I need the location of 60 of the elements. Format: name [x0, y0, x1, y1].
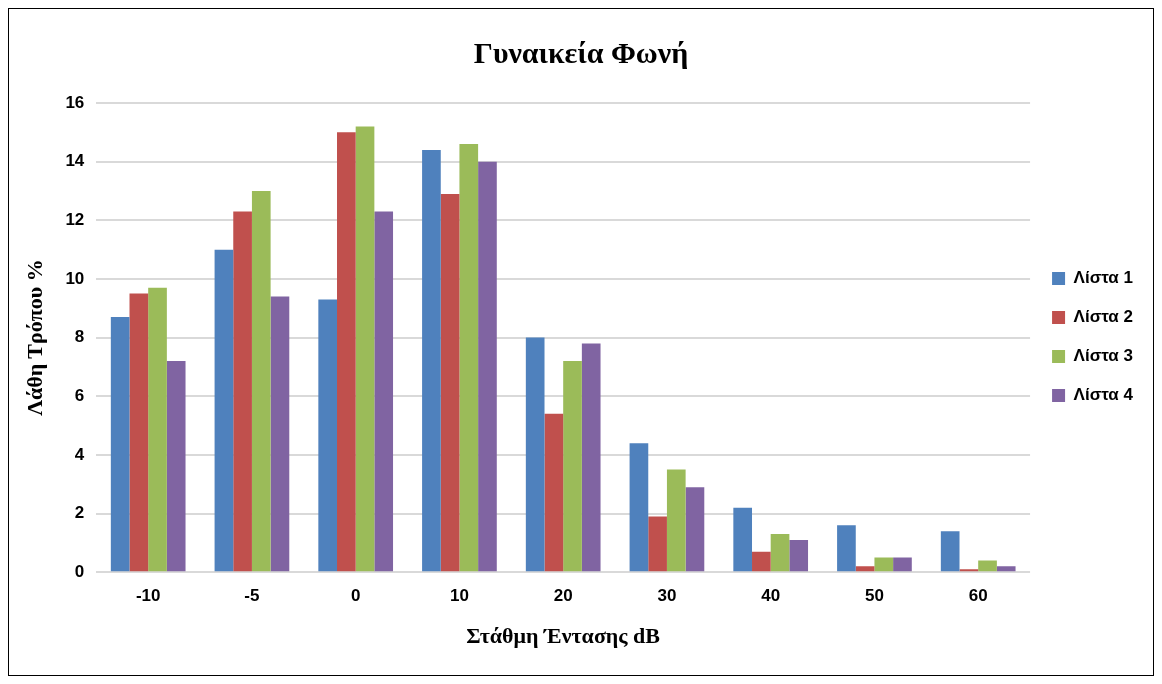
bar	[544, 413, 564, 572]
bar	[318, 299, 338, 572]
bar	[525, 337, 545, 572]
bar	[440, 193, 460, 572]
bar	[581, 343, 601, 572]
bar	[233, 211, 252, 572]
legend-label: Λίστα 3	[1073, 346, 1133, 366]
x-tick-label: 60	[968, 586, 988, 606]
bar	[855, 566, 875, 572]
bar	[752, 551, 771, 572]
bar	[129, 293, 149, 572]
y-tick-label: 10	[65, 268, 85, 288]
bar	[996, 566, 1016, 572]
bar	[648, 516, 667, 572]
bar	[629, 443, 649, 572]
bar	[874, 557, 894, 572]
x-axis-title: Στάθμη Έντασης dB	[466, 623, 661, 649]
bar	[422, 149, 441, 572]
y-tick-label: 14	[65, 151, 85, 171]
y-tick-label: 6	[74, 385, 85, 405]
bar	[355, 126, 375, 572]
x-tick-label: 30	[657, 586, 677, 606]
x-tick-label: -5	[244, 586, 260, 606]
x-tick-label: 10	[449, 586, 469, 606]
legend-label: Λίστα 2	[1073, 307, 1133, 327]
bar	[337, 132, 356, 572]
bar	[110, 317, 130, 572]
x-tick-label: 50	[864, 586, 884, 606]
chart-title: Γυναικεία Φωνή	[473, 35, 689, 69]
y-tick-label: 0	[74, 561, 85, 581]
x-tick-label: 0	[350, 586, 361, 606]
bar	[251, 190, 271, 572]
bar	[166, 361, 186, 572]
bar	[270, 296, 290, 572]
bar	[666, 469, 686, 572]
bar	[374, 211, 394, 572]
bar	[893, 557, 912, 572]
legend-label: Λίστα 4	[1073, 385, 1134, 405]
bar	[733, 507, 753, 572]
y-tick-label: 2	[74, 503, 85, 523]
x-tick-label: -10	[135, 586, 161, 606]
x-tick-label: 20	[553, 586, 573, 606]
bar	[789, 539, 809, 572]
bar	[478, 161, 497, 572]
bar	[770, 534, 790, 572]
y-tick-label: 12	[65, 209, 85, 229]
bar	[563, 361, 582, 572]
bar	[978, 560, 997, 572]
y-tick-label: 8	[74, 327, 85, 347]
bar	[214, 249, 234, 572]
bar	[148, 287, 167, 572]
bar	[685, 487, 705, 572]
y-tick-label: 4	[74, 444, 85, 464]
bar	[837, 525, 856, 572]
legend-label: Λίστα 1	[1073, 268, 1133, 288]
x-tick-label: 40	[761, 586, 781, 606]
bar	[459, 144, 479, 572]
y-axis-title: Λάθη Τρόπου %	[21, 259, 47, 416]
y-tick-label: 16	[65, 92, 85, 112]
bar	[940, 531, 960, 572]
